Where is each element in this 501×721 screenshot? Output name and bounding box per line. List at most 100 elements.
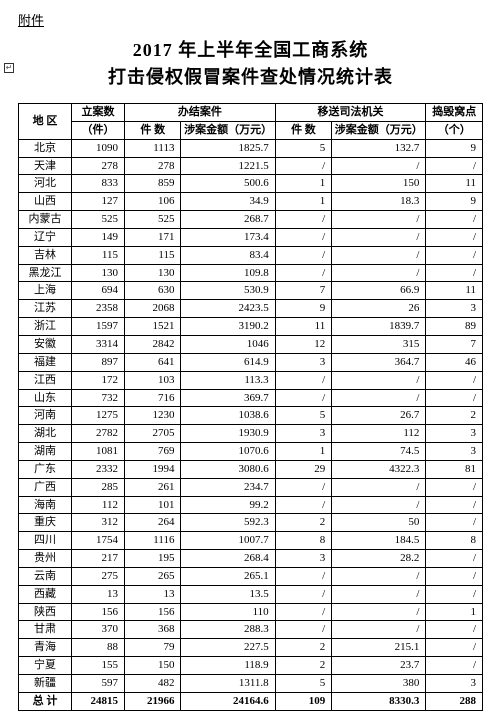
- cell-region: 黑龙江: [19, 264, 72, 282]
- cell-closed-amount: 3190.2: [181, 318, 275, 336]
- cell-transferred-count: 1: [275, 443, 332, 461]
- cell-region: 青海: [19, 639, 72, 657]
- cell-transferred-amount: /: [332, 264, 426, 282]
- cell-transferred-amount: 50: [332, 514, 426, 532]
- cell-region: 安徽: [19, 335, 72, 353]
- cell-transferred-amount: 380: [332, 675, 426, 693]
- cell-registered: 130: [71, 264, 124, 282]
- cell-region: 山西: [19, 193, 72, 211]
- cell-registered: 278: [71, 157, 124, 175]
- cell-dens: /: [426, 567, 483, 585]
- table-row: 湖北278227051930.931123: [19, 425, 483, 443]
- cell-closed-amount: 24164.6: [181, 692, 275, 710]
- cell-region: 广西: [19, 478, 72, 496]
- cell-dens: /: [426, 478, 483, 496]
- table-row: 西藏131313.5///: [19, 585, 483, 603]
- cell-registered: 127: [71, 193, 124, 211]
- cell-closed-count: 156: [124, 603, 181, 621]
- cell-registered: 1754: [71, 532, 124, 550]
- cell-region: 新疆: [19, 675, 72, 693]
- cell-region: 总 计: [19, 692, 72, 710]
- cell-dens: /: [426, 514, 483, 532]
- cell-transferred-count: 109: [275, 692, 332, 710]
- cell-dens: 288: [426, 692, 483, 710]
- cell-dens: 89: [426, 318, 483, 336]
- cell-region: 河北: [19, 175, 72, 193]
- cell-region: 云南: [19, 567, 72, 585]
- title-line-1: 2017 年上半年全国工商系统: [18, 37, 483, 64]
- cell-closed-count: 79: [124, 639, 181, 657]
- table-row: 黑龙江130130109.8///: [19, 264, 483, 282]
- cell-dens: /: [426, 657, 483, 675]
- cell-registered: 275: [71, 567, 124, 585]
- cell-closed-count: 278: [124, 157, 181, 175]
- cell-closed-count: 261: [124, 478, 181, 496]
- cell-dens: /: [426, 264, 483, 282]
- table-row: 四川175411161007.78184.58: [19, 532, 483, 550]
- cell-closed-amount: 173.4: [181, 228, 275, 246]
- table-row-total: 总 计248152196624164.61098330.3288: [19, 692, 483, 710]
- cell-registered: 312: [71, 514, 124, 532]
- cell-closed-count: 21966: [124, 692, 181, 710]
- header-dens: 捣毁窝点: [426, 104, 483, 122]
- cell-registered: 217: [71, 550, 124, 568]
- cell-dens: /: [426, 585, 483, 603]
- cell-registered: 897: [71, 353, 124, 371]
- cell-closed-amount: 227.5: [181, 639, 275, 657]
- header-registered-unit: （件）: [71, 121, 124, 139]
- table-row: 重庆312264592.3250/: [19, 514, 483, 532]
- table-row: 江苏235820682423.59263: [19, 300, 483, 318]
- cell-transferred-amount: 132.7: [332, 139, 426, 157]
- cell-dens: 11: [426, 175, 483, 193]
- cell-transferred-count: /: [275, 567, 332, 585]
- table-row: 湖南10817691070.6174.53: [19, 443, 483, 461]
- cell-dens: 46: [426, 353, 483, 371]
- cell-transferred-count: 8: [275, 532, 332, 550]
- cell-closed-count: 265: [124, 567, 181, 585]
- cell-transferred-amount: 4322.3: [332, 460, 426, 478]
- cell-transferred-amount: 26: [332, 300, 426, 318]
- cell-transferred-amount: /: [332, 389, 426, 407]
- cell-dens: /: [426, 246, 483, 264]
- cell-transferred-count: 11: [275, 318, 332, 336]
- cell-region: 江西: [19, 371, 72, 389]
- table-row: 广东233219943080.6294322.381: [19, 460, 483, 478]
- cell-transferred-count: 3: [275, 353, 332, 371]
- cell-closed-count: 1521: [124, 318, 181, 336]
- cell-transferred-amount: 26.7: [332, 407, 426, 425]
- cell-transferred-count: 12: [275, 335, 332, 353]
- cell-registered: 156: [71, 603, 124, 621]
- table-row: 贵州217195268.4328.2/: [19, 550, 483, 568]
- cell-closed-count: 13: [124, 585, 181, 603]
- cell-region: 海南: [19, 496, 72, 514]
- cell-transferred-count: /: [275, 371, 332, 389]
- header-transferred-count: 件 数: [275, 121, 332, 139]
- cell-closed-amount: 1930.9: [181, 425, 275, 443]
- cell-transferred-count: /: [275, 228, 332, 246]
- cell-closed-count: 859: [124, 175, 181, 193]
- cell-region: 内蒙古: [19, 211, 72, 229]
- cell-transferred-amount: /: [332, 478, 426, 496]
- cell-closed-amount: 288.3: [181, 621, 275, 639]
- cell-closed-amount: 265.1: [181, 567, 275, 585]
- cell-closed-amount: 3080.6: [181, 460, 275, 478]
- cell-registered: 155: [71, 657, 124, 675]
- cell-region: 四川: [19, 532, 72, 550]
- cell-region: 天津: [19, 157, 72, 175]
- cell-closed-count: 195: [124, 550, 181, 568]
- cell-dens: 81: [426, 460, 483, 478]
- cell-transferred-amount: /: [332, 603, 426, 621]
- table-row: 浙江159715213190.2111839.789: [19, 318, 483, 336]
- header-dens-unit: （个）: [426, 121, 483, 139]
- cell-closed-count: 1113: [124, 139, 181, 157]
- cell-registered: 370: [71, 621, 124, 639]
- statistics-table: 地 区 立案数 办结案件 移送司法机关 捣毁窝点 （件） 件 数 涉案金额（万元…: [18, 103, 483, 711]
- cell-closed-amount: 34.9: [181, 193, 275, 211]
- table-row: 云南275265265.1///: [19, 567, 483, 585]
- cell-dens: /: [426, 371, 483, 389]
- cell-transferred-amount: 364.7: [332, 353, 426, 371]
- cell-transferred-amount: 184.5: [332, 532, 426, 550]
- cell-closed-amount: 268.4: [181, 550, 275, 568]
- cell-transferred-amount: /: [332, 246, 426, 264]
- cell-dens: 3: [426, 425, 483, 443]
